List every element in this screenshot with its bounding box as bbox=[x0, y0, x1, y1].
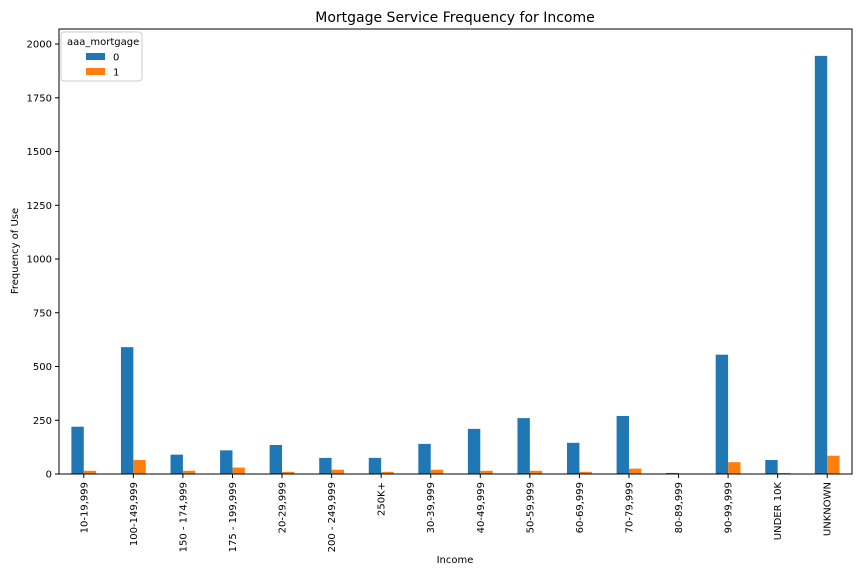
bar-series-0 bbox=[467, 428, 481, 474]
x-tick-label: 50-59,999 bbox=[525, 482, 536, 533]
legend-swatch bbox=[86, 68, 105, 75]
x-tick-label: 150 - 174,999 bbox=[178, 482, 189, 552]
bar-series-0 bbox=[517, 418, 530, 474]
bar-series-0 bbox=[765, 460, 778, 474]
x-tick-label: UNKNOWN bbox=[823, 482, 834, 536]
bar-series-1 bbox=[529, 470, 543, 474]
y-tick-label: 500 bbox=[33, 362, 52, 373]
legend-swatch bbox=[86, 53, 105, 60]
x-tick-label: 100-149,999 bbox=[129, 482, 140, 546]
y-tick-label: 1750 bbox=[27, 93, 52, 104]
bar-series-1 bbox=[133, 460, 146, 474]
y-axis: 0 250 500 750 1000 1250 1500 1750 2000 bbox=[27, 40, 59, 481]
bar-series-0 bbox=[616, 415, 629, 474]
x-axis-label: Income bbox=[437, 555, 474, 566]
bar-series-1 bbox=[728, 462, 741, 474]
y-axis-label: Frequency of Use bbox=[10, 208, 21, 294]
legend-items: 01 bbox=[86, 53, 119, 79]
legend-label: 0 bbox=[113, 53, 119, 64]
bar-series-0 bbox=[269, 444, 283, 474]
y-tick-label: 1500 bbox=[27, 147, 52, 158]
x-tick-label: 30-39,999 bbox=[426, 482, 437, 533]
bar-series-0 bbox=[368, 457, 382, 474]
x-tick-label: 250K+ bbox=[377, 482, 388, 516]
plot-area bbox=[58, 28, 853, 475]
bar-series-1 bbox=[282, 471, 295, 474]
bar-series-0 bbox=[120, 347, 134, 474]
bar-series-0 bbox=[319, 457, 332, 474]
y-tick-label: 1000 bbox=[27, 255, 52, 266]
x-tick-label: 90-99,999 bbox=[724, 482, 735, 533]
bar-series-0 bbox=[814, 55, 828, 474]
bar-series-1 bbox=[480, 470, 493, 474]
bar-series-0 bbox=[220, 450, 233, 474]
bar-series-1 bbox=[628, 468, 642, 474]
x-tick-label: 175 - 199,999 bbox=[228, 482, 239, 552]
legend-title: aaa_mortgage bbox=[67, 37, 139, 48]
x-tick-label: 10-19,999 bbox=[79, 482, 90, 533]
bar-series-0 bbox=[170, 454, 183, 474]
bar-series-0 bbox=[567, 442, 580, 474]
y-tick-label: 750 bbox=[33, 308, 52, 319]
bar-series-0 bbox=[666, 472, 679, 474]
bar-series-1 bbox=[777, 472, 791, 474]
x-tick-label: 40-49,999 bbox=[476, 482, 487, 533]
y-tick-label: 0 bbox=[46, 470, 52, 481]
y-tick-label: 1250 bbox=[27, 201, 52, 212]
x-tick-label: UNDER 10K bbox=[773, 482, 784, 541]
bar-series-1 bbox=[827, 455, 840, 474]
bar-series-1 bbox=[331, 469, 344, 474]
bar-series-1 bbox=[381, 471, 394, 474]
bar-series-1 bbox=[579, 471, 592, 474]
x-tick-label: 80-89,999 bbox=[674, 482, 685, 533]
bar-series-1 bbox=[232, 467, 245, 474]
bar-series-0 bbox=[418, 443, 431, 474]
x-tick-label: 60-69,999 bbox=[575, 482, 586, 533]
legend-label: 1 bbox=[113, 68, 119, 79]
bar-series-1 bbox=[182, 470, 196, 474]
chart-title: Mortgage Service Frequency for Income bbox=[315, 10, 595, 26]
y-tick-label: 2000 bbox=[27, 40, 52, 51]
x-axis: 10-19,999 100-149,999 150 - 174,999 175 - 1… bbox=[79, 474, 834, 552]
bar-series-1 bbox=[430, 469, 444, 474]
legend: aaa_mortgage 01 bbox=[60, 31, 143, 82]
x-tick-label: 200 - 249,999 bbox=[327, 482, 338, 552]
plot-frame bbox=[58, 28, 853, 475]
y-tick-label: 250 bbox=[33, 416, 52, 427]
bar-series-1 bbox=[83, 470, 97, 474]
bars bbox=[71, 55, 840, 474]
x-tick-label: 70-79,999 bbox=[624, 482, 635, 533]
x-tick-label: 20-29,999 bbox=[278, 482, 289, 533]
bar-series-0 bbox=[71, 426, 84, 474]
bar-series-0 bbox=[715, 354, 729, 474]
